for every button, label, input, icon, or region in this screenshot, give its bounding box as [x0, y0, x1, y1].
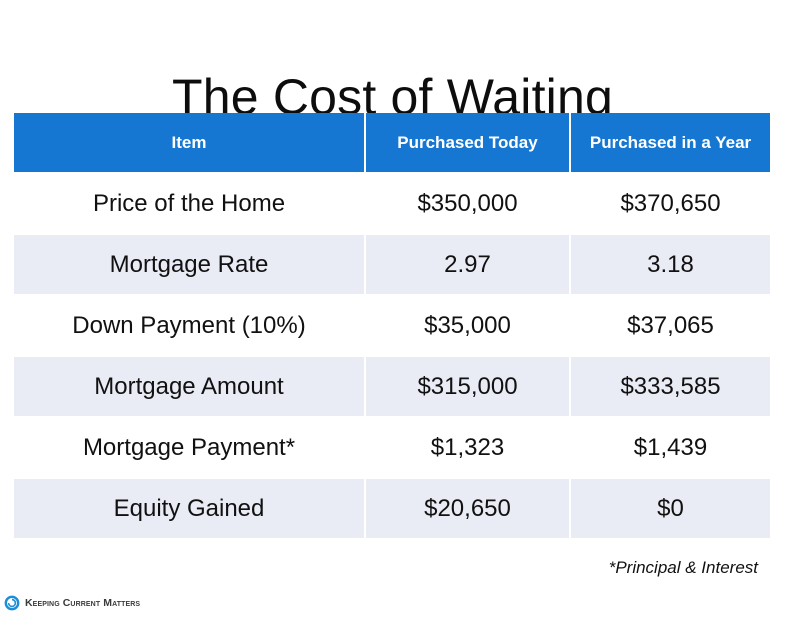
- value-purchased-today: $315,000: [365, 356, 571, 418]
- table-row: Mortgage Rate 2.97 3.18: [14, 234, 770, 296]
- row-label: Mortgage Payment*: [14, 417, 366, 479]
- footnote: *Principal & Interest: [608, 558, 758, 577]
- value-purchased-today: 2.97: [365, 234, 571, 296]
- table-header-row: Item Purchased Today Purchased in a Year: [14, 113, 770, 174]
- value-purchased-in-a-year: $370,650: [570, 173, 770, 235]
- row-label: Equity Gained: [14, 478, 366, 540]
- value-purchased-today: $35,000: [365, 295, 571, 357]
- value-purchased-today: $20,650: [365, 478, 571, 540]
- value-purchased-in-a-year: $1,439: [570, 417, 770, 479]
- value-purchased-in-a-year: $333,585: [570, 356, 770, 418]
- value-purchased-in-a-year: $0: [570, 478, 770, 540]
- table-row: Down Payment (10%) $35,000 $37,065: [14, 295, 770, 357]
- kcm-logo: Keeping Current Matters: [4, 593, 140, 613]
- value-purchased-in-a-year: 3.18: [570, 234, 770, 296]
- row-label: Price of the Home: [14, 173, 366, 235]
- table-row: Mortgage Payment* $1,323 $1,439: [14, 417, 770, 479]
- row-label: Down Payment (10%): [14, 295, 366, 357]
- row-label: Mortgage Amount: [14, 356, 366, 418]
- column-header-purchased-in-a-year: Purchased in a Year: [570, 113, 770, 174]
- table-row: Price of the Home $350,000 $370,650: [14, 173, 770, 235]
- value-purchased-today: $1,323: [365, 417, 571, 479]
- cost-comparison-table: Item Purchased Today Purchased in a Year…: [14, 113, 770, 540]
- logo-text: Keeping Current Matters: [25, 597, 141, 609]
- table-row: Equity Gained $20,650 $0: [14, 478, 770, 540]
- column-header-item: Item: [14, 113, 366, 174]
- value-purchased-in-a-year: $37,065: [570, 295, 770, 357]
- value-purchased-today: $350,000: [365, 173, 571, 235]
- table-row: Mortgage Amount $315,000 $333,585: [14, 356, 770, 418]
- kcm-swirl-icon: [4, 595, 20, 611]
- row-label: Mortgage Rate: [14, 234, 366, 296]
- column-header-purchased-today: Purchased Today: [365, 113, 571, 174]
